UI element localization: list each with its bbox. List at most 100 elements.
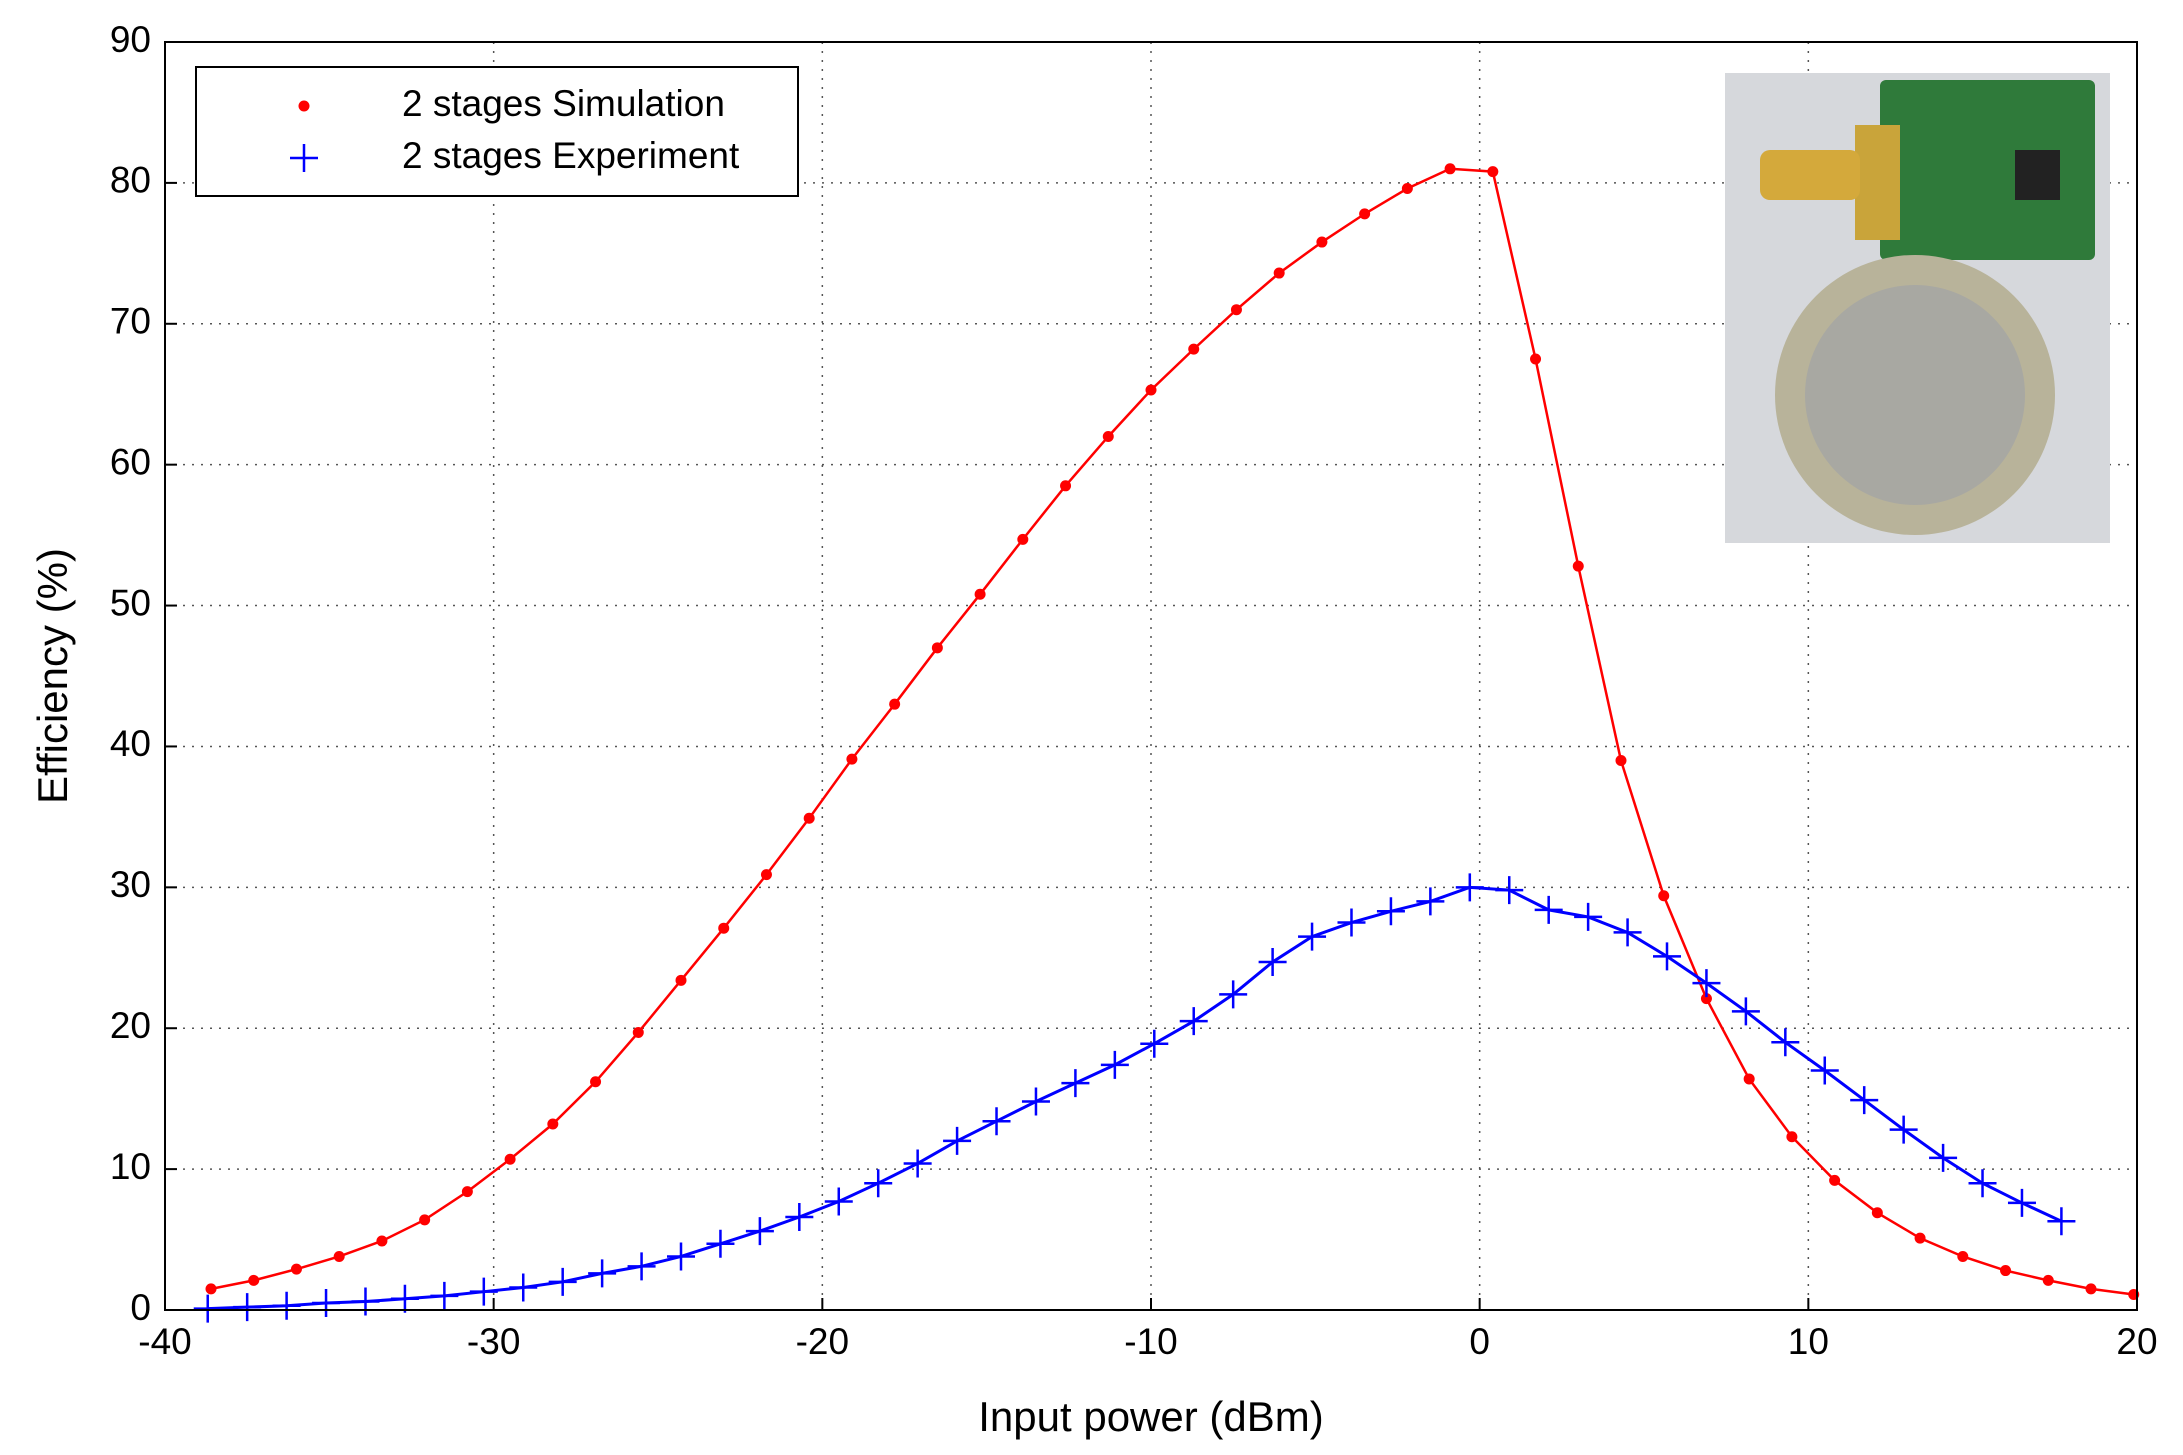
dot-marker	[1188, 343, 1200, 355]
plus-marker	[1258, 948, 1287, 977]
plus-marker	[1692, 969, 1721, 998]
y-axis-label: Efficiency (%)	[29, 548, 76, 804]
series-line	[207, 885, 2063, 1311]
plus-marker	[351, 1287, 380, 1316]
series-line	[210, 167, 2134, 1296]
y-tick-label: 40	[110, 723, 151, 764]
dot-marker	[1487, 166, 1499, 178]
y-tick-label: 80	[110, 160, 151, 201]
plus-marker	[1968, 1169, 1997, 1198]
dot-marker	[718, 922, 730, 934]
plus-marker	[290, 144, 318, 172]
dot-marker	[333, 1250, 345, 1262]
dot-marker	[376, 1235, 388, 1247]
x-tick-label: 10	[1788, 1321, 1829, 1362]
plus-marker	[390, 1284, 419, 1313]
dot-marker	[803, 812, 815, 824]
plus-marker	[548, 1267, 577, 1296]
dot-marker	[632, 1026, 644, 1038]
plus-marker	[903, 1149, 932, 1178]
plus-marker	[1929, 1143, 1958, 1172]
dot-marker	[760, 869, 772, 881]
dot-marker	[1572, 560, 1584, 572]
dot-marker	[1273, 267, 1285, 279]
plus-marker	[706, 1229, 735, 1258]
plus-marker	[1416, 887, 1445, 916]
plus-marker	[1574, 902, 1603, 931]
dot-marker	[461, 1186, 473, 1198]
dot-marker	[1060, 480, 1072, 492]
dot-marker	[1786, 1131, 1798, 1143]
inset-photo	[1725, 73, 2110, 543]
plus-marker	[430, 1281, 459, 1310]
dot-marker	[205, 1283, 217, 1295]
y-tick-label: 30	[110, 864, 151, 905]
dot-marker	[1700, 993, 1712, 1005]
dot-marker	[1359, 208, 1371, 220]
plus-marker	[1731, 997, 1760, 1026]
dot-marker	[1401, 183, 1413, 195]
plus-marker	[1653, 942, 1682, 971]
x-tick-label: -20	[796, 1321, 849, 1362]
plus-marker	[982, 1107, 1011, 1136]
plus-marker	[272, 1291, 301, 1320]
plus-marker	[1061, 1069, 1090, 1098]
legend-box	[195, 66, 799, 197]
plus-marker	[312, 1288, 341, 1317]
dot-marker	[1230, 304, 1242, 316]
x-axis-label: Input power (dBm)	[978, 1393, 1323, 1440]
plus-marker	[1613, 918, 1642, 947]
dot-marker	[1102, 430, 1114, 442]
dot-marker	[248, 1274, 260, 1286]
dot-marker	[1871, 1207, 1883, 1219]
dot-marker	[1316, 236, 1328, 248]
dot-marker	[675, 974, 687, 986]
dot-marker	[1743, 1073, 1755, 1085]
plus-marker	[1021, 1087, 1050, 1116]
dot-marker	[1957, 1250, 1969, 1262]
y-tick-label: 0	[130, 1287, 151, 1328]
dot-marker	[1145, 384, 1157, 396]
dot-marker	[419, 1214, 431, 1226]
plus-marker	[627, 1252, 656, 1281]
dot-marker	[889, 698, 901, 710]
plus-marker	[667, 1242, 696, 1271]
plus-marker	[1534, 895, 1563, 924]
y-tick-label: 20	[110, 1005, 151, 1046]
plus-marker	[864, 1169, 893, 1198]
plus-marker	[1455, 873, 1484, 902]
plus-marker	[1219, 980, 1248, 1009]
dot-marker	[1530, 353, 1542, 365]
plus-marker	[1100, 1050, 1129, 1079]
dot-marker	[2000, 1265, 2012, 1277]
dot-marker	[1444, 163, 1456, 175]
axes-frame	[164, 41, 2138, 1311]
dot-marker	[931, 642, 943, 654]
plus-marker	[1179, 1007, 1208, 1036]
x-tick-label: 20	[2116, 1321, 2157, 1362]
y-tick-label: 90	[110, 19, 151, 60]
plus-marker	[943, 1126, 972, 1155]
dot-marker	[547, 1118, 559, 1130]
y-tick-label: 70	[110, 301, 151, 342]
dot-marker	[2085, 1283, 2097, 1295]
dot-marker	[504, 1153, 516, 1165]
dot-marker	[298, 100, 310, 112]
plus-marker	[509, 1273, 538, 1302]
plus-marker	[1495, 876, 1524, 905]
y-tick-label: 60	[110, 441, 151, 482]
legend: 2 stages Simulation 2 stages Experiment	[195, 66, 799, 197]
plus-marker	[1376, 897, 1405, 926]
plus-marker	[588, 1259, 617, 1288]
plus-marker	[1850, 1086, 1879, 1115]
dot-marker	[1017, 533, 1029, 545]
legend-label: 2 stages Simulation	[402, 83, 725, 124]
plus-marker	[193, 1294, 222, 1323]
x-tick-label: -30	[467, 1321, 520, 1362]
dot-marker	[1658, 890, 1670, 902]
x-tick-label: -10	[1124, 1321, 1177, 1362]
y-tick-label: 10	[110, 1146, 151, 1187]
plus-marker	[1771, 1028, 1800, 1057]
